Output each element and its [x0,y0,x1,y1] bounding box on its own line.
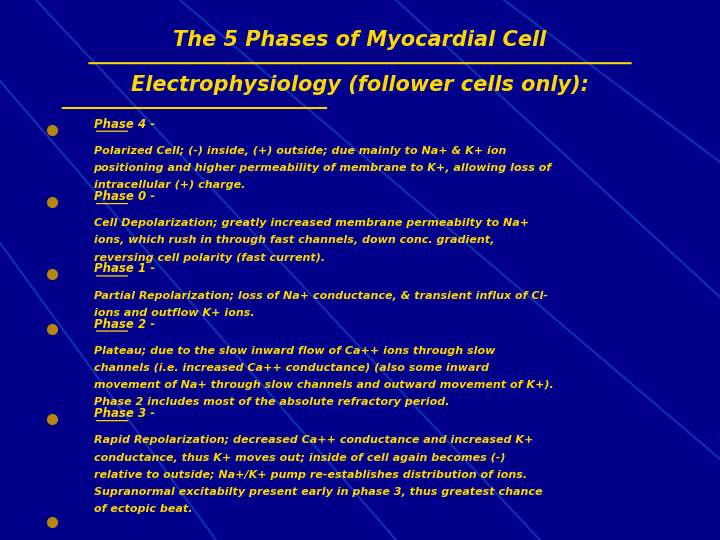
Text: intracellular (+) charge.: intracellular (+) charge. [94,180,245,191]
Text: ions, which rush in through fast channels, down conc. gradient,: ions, which rush in through fast channel… [94,235,494,246]
Text: Cell Depolarization; greatly increased membrane permeabilty to Na+: Cell Depolarization; greatly increased m… [94,218,528,228]
Text: Partial Repolarization; loss of Na+ conductance, & transient influx of Cl-: Partial Repolarization; loss of Na+ cond… [94,291,548,301]
Text: of ectopic beat.: of ectopic beat. [94,504,192,515]
Text: conductance, thus K+ moves out; inside of cell again becomes (-): conductance, thus K+ moves out; inside o… [94,453,505,463]
Text: relative to outside; Na+/K+ pump re-establishes distribution of ions.: relative to outside; Na+/K+ pump re-esta… [94,470,527,480]
Text: ions and outflow K+ ions.: ions and outflow K+ ions. [94,308,254,318]
Text: Plateau; due to the slow inward flow of Ca++ ions through slow: Plateau; due to the slow inward flow of … [94,346,495,356]
Text: movement of Na+ through slow channels and outward movement of K+).: movement of Na+ through slow channels an… [94,380,554,390]
Text: reversing cell polarity (fast current).: reversing cell polarity (fast current). [94,253,325,263]
Text: Phase 2 -: Phase 2 - [94,318,155,330]
Text: Phase 3 -: Phase 3 - [94,407,155,420]
Text: Phase 1 -: Phase 1 - [94,262,155,275]
Text: Phase 2 includes most of the absolute refractory period.: Phase 2 includes most of the absolute re… [94,397,449,408]
Text: Phase 0 -: Phase 0 - [94,190,155,203]
Text: Supranormal excitabilty present early in phase 3, thus greatest chance: Supranormal excitabilty present early in… [94,487,542,497]
Text: Polarized Cell; (-) inside, (+) outside; due mainly to Na+ & K+ ion: Polarized Cell; (-) inside, (+) outside;… [94,146,506,156]
Text: The 5 Phases of Myocardial Cell: The 5 Phases of Myocardial Cell [174,30,546,50]
Text: Rapid Repolarization; decreased Ca++ conductance and increased K+: Rapid Repolarization; decreased Ca++ con… [94,435,533,445]
Text: channels (i.e. increased Ca++ conductance) (also some inward: channels (i.e. increased Ca++ conductanc… [94,363,489,373]
Text: Electrophysiology (follower cells only):: Electrophysiology (follower cells only): [131,75,589,94]
Text: positioning and higher permeability of membrane to K+, allowing loss of: positioning and higher permeability of m… [94,163,552,173]
Text: Phase 4 -: Phase 4 - [94,118,155,131]
